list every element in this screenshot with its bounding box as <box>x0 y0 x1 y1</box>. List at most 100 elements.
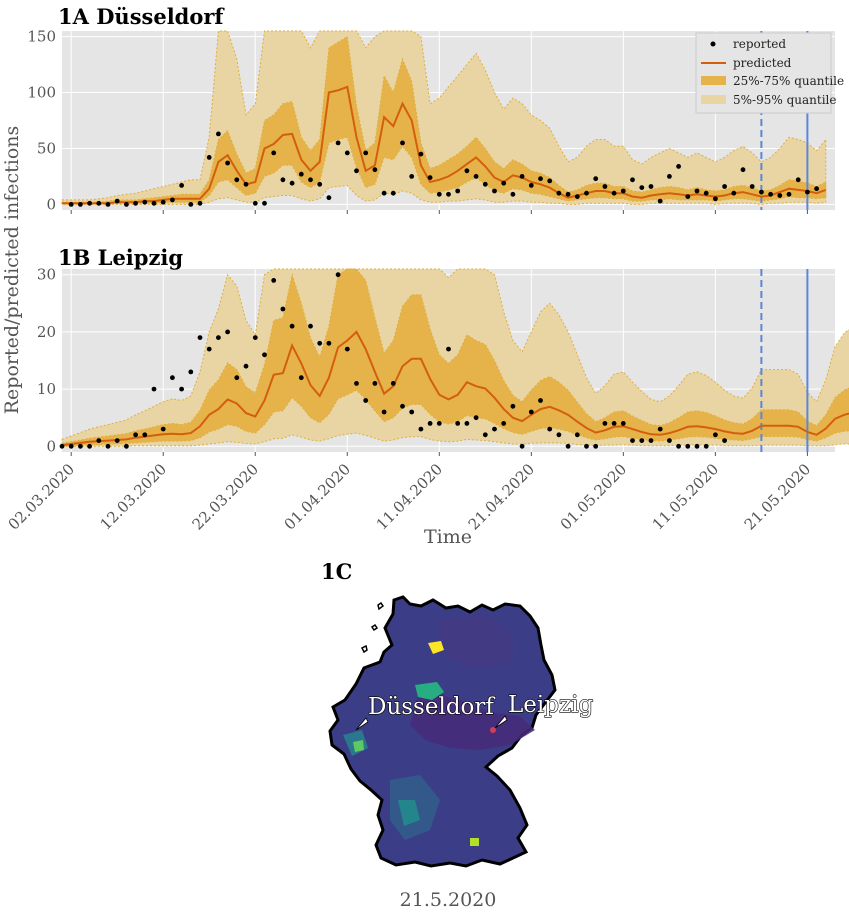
reported-point <box>252 200 258 206</box>
x-tick-label: 11.04.2020 <box>373 460 446 533</box>
reported-point <box>68 202 74 207</box>
legend-label-q05-95: 5%-95% quantile <box>733 93 836 107</box>
reported-point <box>289 323 295 329</box>
y-tick-label: 30 <box>37 266 56 284</box>
reported-point <box>648 184 654 189</box>
map-label-duesseldorf: Düsseldorf <box>368 694 495 720</box>
quantile-band-25-75 <box>61 268 849 447</box>
region-green-hotspot <box>415 682 444 700</box>
reported-point <box>381 409 387 415</box>
quantile-bands-a <box>61 30 827 205</box>
reported-point <box>630 177 635 183</box>
reported-point <box>611 190 617 196</box>
reported-point <box>639 185 645 191</box>
reported-point <box>556 190 562 196</box>
reported-point <box>326 195 332 201</box>
reported-point <box>400 403 405 409</box>
reported-point <box>381 190 387 196</box>
reported-point <box>142 432 148 438</box>
reported-point <box>225 160 231 166</box>
reported-point <box>206 155 212 160</box>
reported-point <box>538 176 543 182</box>
reported-point <box>160 426 166 432</box>
reported-point <box>713 196 718 202</box>
reported-point <box>805 189 810 195</box>
x-axis-label: Time <box>424 526 472 548</box>
reported-point <box>188 202 194 207</box>
leipzig-marker <box>490 727 496 733</box>
reported-point <box>133 432 139 438</box>
reported-point <box>151 386 157 392</box>
reported-point <box>400 140 405 146</box>
reported-point <box>464 421 470 426</box>
reported-point <box>620 188 626 194</box>
reported-point <box>197 335 203 340</box>
reported-point <box>713 432 718 438</box>
reported-point <box>234 177 240 183</box>
reported-point <box>436 421 442 426</box>
reported-point <box>372 167 378 173</box>
reported-point <box>685 443 691 449</box>
reported-point <box>676 164 681 169</box>
x-tick-label: 22.03.2020 <box>189 460 262 533</box>
reported-point <box>455 188 461 194</box>
y-tick-label: 100 <box>27 84 56 102</box>
pointer-leipzig <box>494 715 508 729</box>
legend-label-predicted: predicted <box>733 56 792 70</box>
reported-point <box>243 181 249 187</box>
panel-1c-map: 1C Düsseldorf Leipzig 21.5.2020 <box>321 559 594 911</box>
reported-point <box>814 186 819 192</box>
reported-point <box>289 180 295 186</box>
reported-point <box>96 200 102 206</box>
reported-point <box>455 421 461 426</box>
reported-point <box>363 150 369 156</box>
x-tick-label: 01.04.2020 <box>281 460 354 533</box>
panel-1b: 0 10 20 30 1B Leipzig <box>37 245 849 456</box>
reported-point <box>740 167 746 173</box>
reported-point <box>722 184 727 189</box>
reported-point <box>510 403 516 409</box>
reported-point <box>584 443 589 449</box>
legend: reported predicted 25%-75% quantile 5%-9… <box>695 32 844 114</box>
y-ticks-b: 0 10 20 30 <box>37 266 56 456</box>
reported-point <box>519 443 525 449</box>
x-tick-labels: 02.03.2020 12.03.2020 22.03.2020 01.04.2020… <box>5 460 815 533</box>
reported-point <box>179 386 185 392</box>
reported-point <box>262 352 267 358</box>
reported-point <box>667 174 672 179</box>
reported-point <box>547 426 553 432</box>
y-tick-label: 0 <box>46 195 56 213</box>
reported-point <box>188 369 194 375</box>
reported-point <box>308 323 313 329</box>
reported-point <box>78 443 83 449</box>
reported-point <box>501 180 507 186</box>
reported-point <box>574 432 580 438</box>
reported-point <box>160 199 166 205</box>
reported-point <box>78 202 83 207</box>
reported-point <box>354 168 359 174</box>
x-tick-label: 12.03.2020 <box>97 460 170 533</box>
reported-point <box>510 191 516 197</box>
reported-point <box>694 188 700 194</box>
predicted-line-b <box>61 330 849 447</box>
reported-point <box>105 202 111 207</box>
reported-point <box>197 200 203 206</box>
panel-1a: 0 50 100 150 1A Düsseldorf reported predict… <box>27 4 844 214</box>
reported-point <box>464 168 470 174</box>
reported-point <box>216 335 221 340</box>
reported-point <box>722 438 727 443</box>
reported-point <box>703 443 709 449</box>
reported-point <box>538 398 543 403</box>
reported-point <box>280 177 286 183</box>
panel-title-1a: 1A Düsseldorf <box>58 4 225 29</box>
reported-point <box>105 443 111 449</box>
reported-point <box>206 346 212 352</box>
reported-point <box>427 175 433 181</box>
reported-point <box>280 306 286 312</box>
reported-point <box>96 438 102 443</box>
predicted-line <box>62 85 827 205</box>
region-south-hotspot <box>470 838 479 846</box>
reported-point <box>436 191 442 197</box>
reported-point <box>409 174 415 179</box>
legend-label-q25-75: 25%-75% quantile <box>733 74 844 88</box>
